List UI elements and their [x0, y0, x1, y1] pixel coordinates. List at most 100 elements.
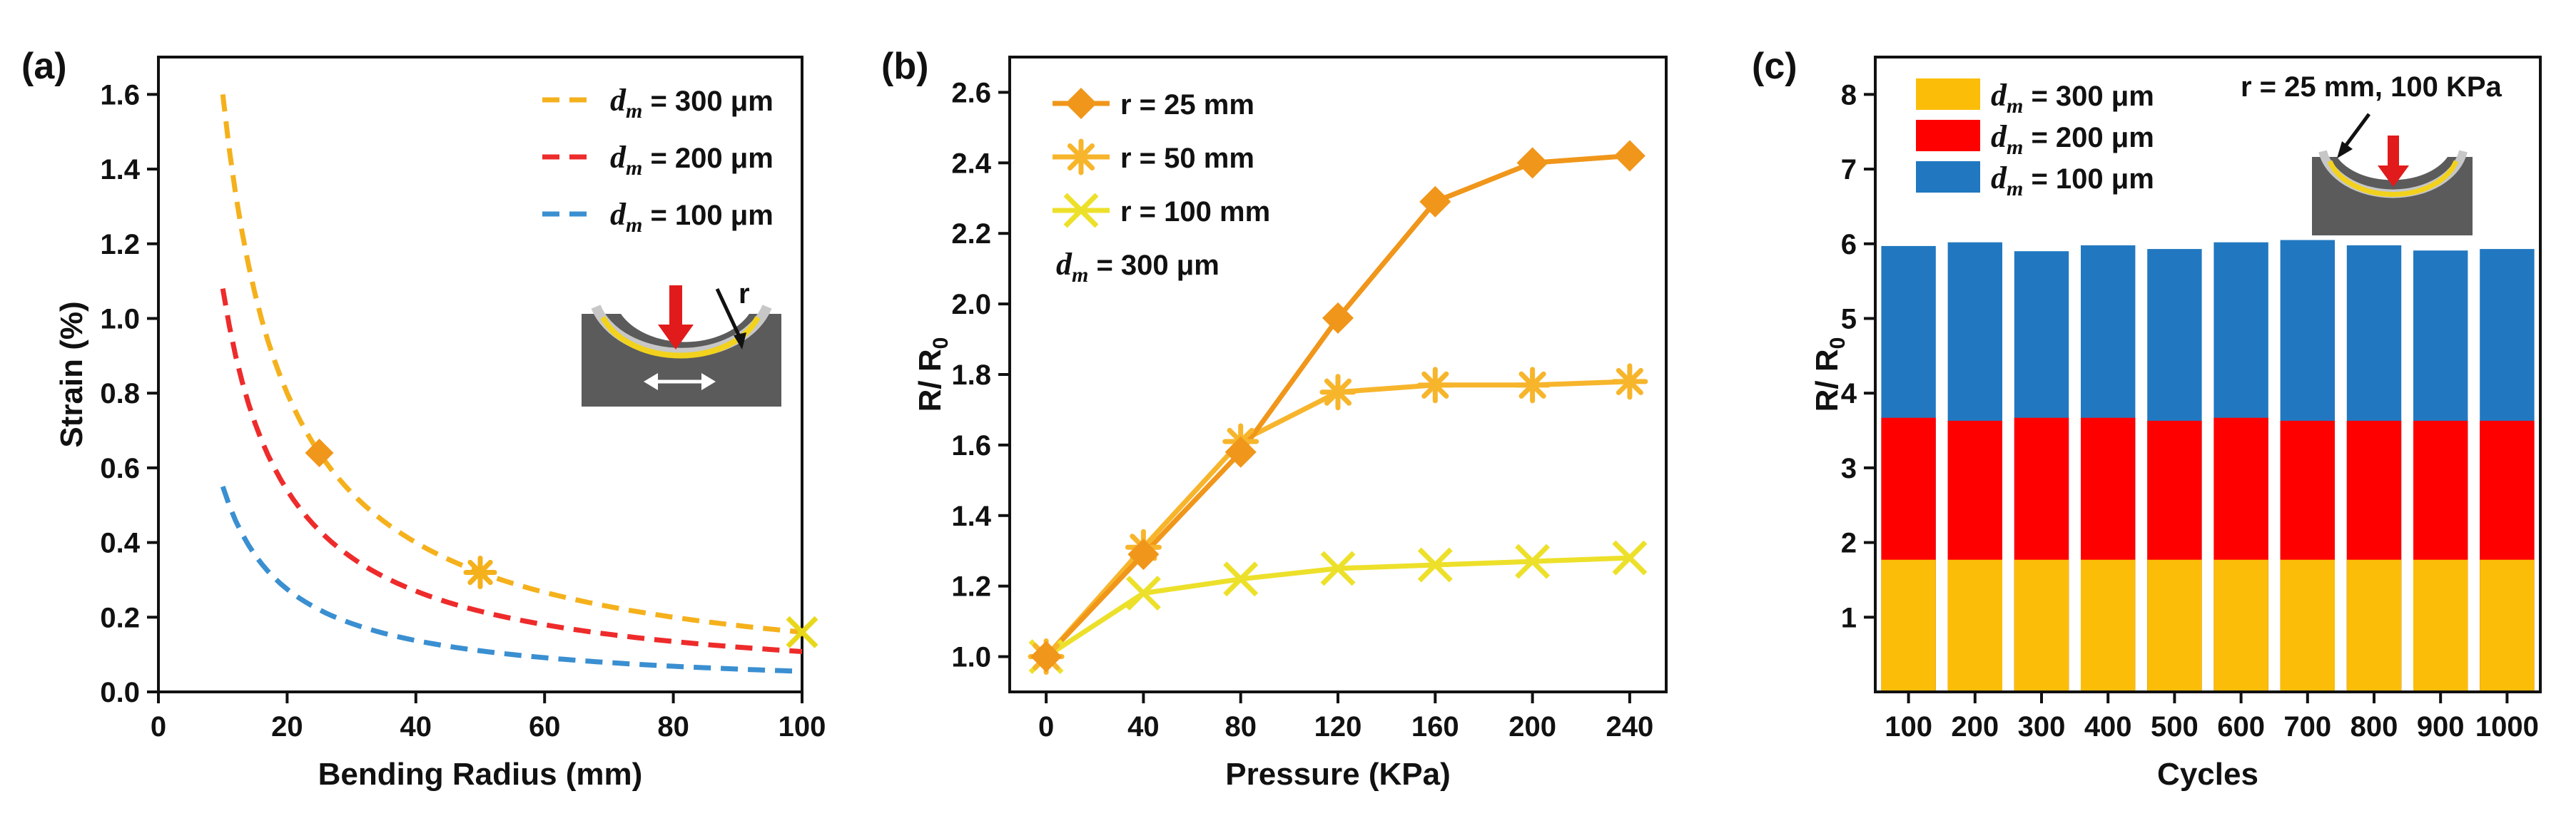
panel-b-y-title: R/ R0: [913, 337, 953, 412]
inset-a-left-arrow-icon: [644, 373, 658, 390]
b-point-diamond: [1516, 147, 1548, 179]
panel-a-y-title: Strain (%): [54, 301, 89, 447]
inset-c-sensor: [2327, 160, 2459, 198]
a-y-tick-label: 1.0: [100, 303, 140, 335]
panel-c-annotation: r = 25 mm, 100 KPa: [2241, 71, 2503, 103]
a-x-tick-label: 20: [271, 711, 303, 743]
legend-a-entry-100: dm = 100 μm: [610, 197, 774, 237]
inset-a-right-arrow-icon: [701, 373, 716, 390]
c-bar-m-2: [2480, 559, 2535, 692]
b-point-cross: [1320, 551, 1356, 586]
legend-c-swatch-0: [1916, 78, 1980, 110]
a-y-tick-label: 0.4: [100, 528, 140, 559]
legend-b-entry-50: r = 50 mm: [1120, 143, 1254, 174]
inset-a-radius-line: [715, 287, 744, 344]
b-point-cross: [1223, 561, 1259, 597]
panel-b-ticks: 0 40 80 120 160 200 240 1.0 1.2 1.4 1.6 1.8 2.0 2.2 2.…: [951, 77, 1653, 743]
b-point-cross: [1515, 544, 1551, 579]
inset-a-radius-arrow-icon: [734, 332, 746, 350]
b-point-star-stroke: [1324, 378, 1352, 406]
legend-b-entry-100: r = 100 mm: [1120, 196, 1270, 228]
c-x-tick-label: 600: [2217, 711, 2265, 743]
panel-b-legend: r = 25 mm r = 50 mm r = 100 mm dm = 300 …: [1053, 88, 1270, 287]
panel-c-frame: [1874, 56, 2542, 693]
panel-a-frame: [157, 56, 803, 693]
panel-a-label: (a): [21, 46, 67, 87]
c-y-tick-label: 7: [1841, 154, 1857, 185]
legend-b-marker-cross-stroke: [1063, 193, 1099, 228]
a-marker-star-stroke: [467, 559, 493, 586]
c-x-tick-label: 700: [2283, 711, 2331, 743]
b-y-tick-label: 1.0: [951, 642, 991, 673]
legend-c-entry-2: dm = 100 μm: [1991, 160, 2154, 200]
b-y-tick-label: 1.6: [951, 430, 991, 462]
panel-a-curves: [220, 93, 803, 674]
panel-a-strain-chart: (a) 0 20 40 60 80 100 0.0 0.2 0.4 0.6 0.8 1.0 1.2 1.4…: [21, 46, 826, 792]
c-bar-m-2: [2147, 559, 2202, 692]
legend-c-swatch-2: [1916, 161, 1980, 193]
b-point-cross-stroke: [1612, 540, 1648, 576]
c-bar-m-2: [2081, 559, 2136, 692]
b-x-tick-label: 80: [1224, 711, 1257, 743]
b-x-tick-label: 40: [1127, 711, 1160, 743]
c-bar-m-2: [2413, 559, 2468, 692]
c-y-tick-label: 3: [1841, 453, 1857, 484]
a-x-tick-label: 0: [151, 711, 166, 743]
panel-c-label: (c): [1752, 46, 1797, 87]
c-x-tick-label: 500: [2151, 711, 2199, 743]
c-y-tick-label: 8: [1841, 79, 1857, 111]
b-x-tick-label: 160: [1411, 711, 1459, 743]
b-point-star: [1514, 367, 1551, 404]
c-bar-m-2: [2346, 559, 2402, 692]
a-y-tick-label: 0.2: [100, 602, 140, 633]
inset-c-arrow-shaft: [2388, 136, 2399, 168]
legend-b-marker-star: [1063, 138, 1100, 175]
b-point-diamond: [1030, 641, 1063, 673]
a-y-tick-label: 1.6: [100, 79, 140, 111]
legend-c-entry-1: dm = 200 μm: [1991, 119, 2154, 159]
panel-c-bars: [1881, 240, 2535, 693]
c-y-tick-label: 4: [1841, 378, 1857, 409]
b-line-star: [1044, 379, 1631, 658]
c-x-tick-label: 800: [2351, 711, 2398, 743]
b-point-cross: [1125, 576, 1161, 611]
b-y-tick-label: 2.6: [951, 77, 991, 108]
b-point-star-stroke: [1518, 371, 1546, 399]
b-x-tick-label: 200: [1508, 711, 1556, 743]
b-x-tick-label: 240: [1606, 711, 1654, 743]
inset-c-radius-line: [2341, 113, 2371, 151]
inset-a-radius-label: r: [739, 278, 750, 310]
legend-b-entry-25: r = 25 mm: [1120, 89, 1254, 121]
inset-a-arrow-shaft: [669, 285, 682, 328]
a-y-tick-label: 1.2: [100, 229, 140, 260]
b-point-star: [1319, 374, 1357, 411]
legend-a-entry-200: dm = 200 μm: [610, 140, 774, 180]
b-point-star-stroke: [1421, 371, 1449, 399]
b-point-cross: [1612, 540, 1648, 576]
c-y-tick-label: 5: [1841, 303, 1857, 335]
c-y-tick-label: 6: [1841, 229, 1857, 260]
c-bar-m-2: [1881, 559, 1936, 692]
panel-a-ticks: 0 20 40 60 80 100 0.0 0.2 0.4 0.6 0.8 1.0 1.2 1.4 1.6: [100, 79, 826, 743]
a-x-tick-label: 40: [400, 711, 432, 743]
c-bar-m-2: [2214, 559, 2268, 692]
panel-b-label: (b): [881, 46, 928, 87]
inset-c-radius-arrow-icon: [2337, 141, 2353, 158]
b-point-star: [1611, 363, 1648, 400]
b-point-star: [1416, 367, 1454, 404]
inset-c-arrow-icon: [2378, 165, 2409, 187]
c-x-tick-label: 1000: [2475, 711, 2539, 743]
legend-b-marker-star-stroke: [1067, 143, 1095, 171]
b-y-tick-label: 1.8: [951, 360, 991, 391]
legend-a-entry-300: dm = 300 μm: [610, 83, 774, 123]
c-bar-m-2: [2280, 559, 2335, 692]
a-marker-cross: [786, 616, 818, 648]
a-marker-diamond: [305, 438, 334, 467]
c-bar-m-2: [2014, 559, 2069, 692]
legend-c-entry-0: dm = 300 μm: [1991, 78, 2154, 118]
b-y-tick-label: 1.4: [951, 501, 991, 532]
b-y-tick-label: 2.0: [951, 289, 991, 320]
a-y-tick-label: 0.8: [100, 378, 140, 409]
a-x-tick-label: 100: [779, 711, 826, 743]
b-point-cross-stroke: [1417, 547, 1453, 583]
